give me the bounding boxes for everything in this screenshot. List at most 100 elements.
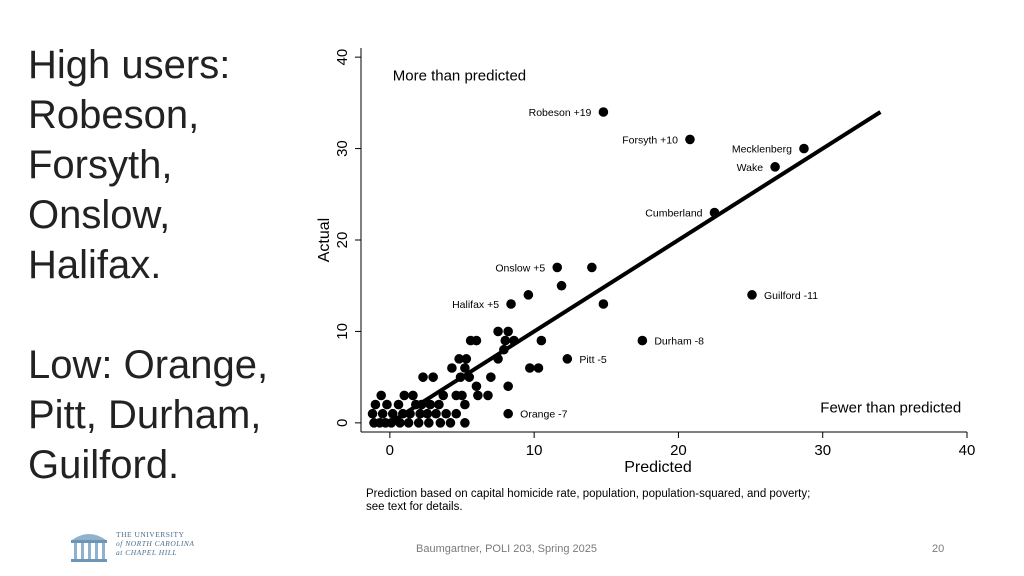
heading-line: Forsyth, [28,143,173,187]
university-logo: THE UNIVERSITY of NORTH CAROLINA at CHAP… [68,526,218,566]
data-point [422,408,433,419]
annotation-more: More than predicted [393,67,526,84]
chart-note-line: Prediction based on capital homicide rat… [366,488,810,500]
data-point [770,162,780,172]
data-point [598,107,609,117]
data-point [377,408,388,419]
data-point [709,207,720,218]
heading-line: Robeson, [28,93,200,137]
data-point [461,354,472,364]
data-point [416,399,427,410]
data-point [447,363,457,373]
data-point [509,335,519,346]
data-point [799,143,809,154]
chart-note-line: see text for details. [366,501,463,513]
y-tick-label: 20 [334,232,351,249]
data-point [587,262,597,273]
page-number: 20 [932,543,945,555]
point-label: Pitt -5 [579,354,607,366]
fit-line [388,110,882,425]
data-point [386,418,397,428]
low-line: Low: Orange, [28,343,269,387]
data-point [398,408,408,419]
low-line: Pitt, Durham, [28,393,262,437]
data-point [382,399,392,410]
data-point [425,399,436,410]
x-tick-label: 10 [526,442,543,459]
point-label: Onslow +5 [495,262,545,274]
data-point [455,372,466,382]
data-point [525,363,535,373]
data-point [395,418,405,428]
data-point [747,290,757,300]
data-point [536,335,547,346]
x-axis-label: Predicted [624,459,692,476]
data-point [431,408,441,419]
y-tick-label: 0 [334,419,351,427]
data-point [637,335,648,346]
x-tick-label: 40 [959,442,976,459]
data-point [500,335,511,346]
point-label: Mecklenberg [732,144,792,156]
data-point [418,372,428,382]
point-label: Forsyth +10 [622,134,678,146]
data-point [562,354,573,364]
data-point [486,372,496,382]
point-label: Wake [737,162,764,174]
slide-bullets: High users: Robeson, Forsyth, Onslow, Ha… [28,40,318,490]
data-point [460,363,470,373]
data-point [685,134,695,145]
logo-line: THE UNIVERSITY [116,530,185,539]
data-point [441,408,451,419]
data-point [499,344,509,355]
x-tick-label: 0 [386,442,394,459]
point-label: Robeson +19 [529,107,592,119]
data-point [556,280,567,291]
data-point [457,390,467,401]
low-line: Guilford. [28,443,180,487]
data-point [445,418,456,428]
data-point [370,399,381,410]
y-tick-label: 10 [334,323,351,340]
data-point [460,399,470,410]
point-label: Orange -7 [520,409,567,421]
data-point [464,372,475,382]
data-point [415,408,425,419]
data-point [376,390,386,401]
data-point [471,381,482,392]
y-axis-label: Actual [316,218,333,262]
data-point [428,372,438,382]
logo-line: at CHAPEL HILL [116,548,178,557]
data-point [493,326,503,337]
spacer [28,290,318,340]
data-point [460,418,470,428]
data-point [503,326,513,337]
data-point [424,418,434,428]
y-tick-label: 40 [334,49,351,66]
data-point [506,299,516,309]
data-point [471,335,482,346]
logo-line: of NORTH CAROLINA [116,539,195,548]
data-point [503,381,513,392]
heading-line: High users: [28,43,231,87]
point-label: Halifax +5 [452,299,499,311]
data-point [523,290,534,300]
annotation-fewer: Fewer than predicted [820,399,961,416]
y-tick-label: 30 [334,140,351,157]
data-point [493,354,503,364]
scatter-chart: 0 10 20 30 40 0 10 20 30 40 Predicted Actual Robeson… [316,48,976,513]
data-point [454,354,464,364]
data-point [483,390,493,401]
x-tick-label: 20 [670,442,687,459]
data-point [598,299,609,309]
heading-line: Onslow, [28,193,171,237]
data-point [413,418,424,428]
data-point [403,418,414,428]
data-point [473,390,483,401]
data-point [405,408,415,419]
logo-text: THE UNIVERSITY of NORTH CAROLINA at CHAP… [116,530,195,557]
data-point [451,408,462,419]
data-point [434,399,444,410]
data-point [533,363,544,373]
data-point [367,408,378,419]
